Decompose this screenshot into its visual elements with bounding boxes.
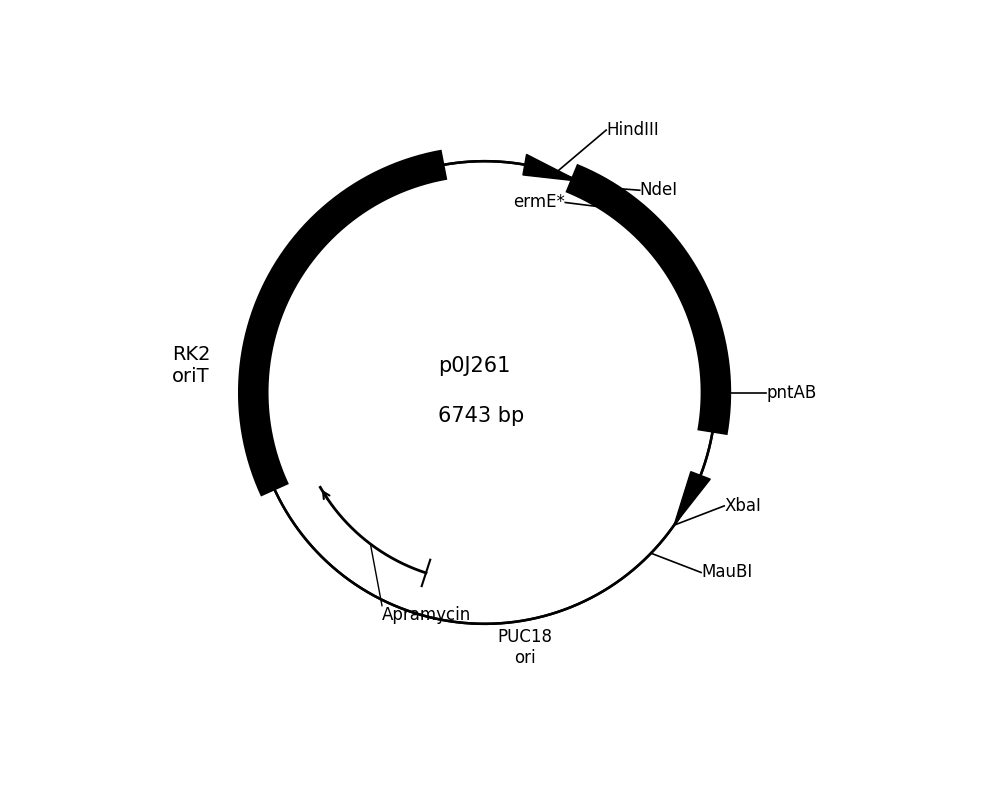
Text: 6743 bp: 6743 bp — [438, 406, 525, 425]
Text: p0J261: p0J261 — [438, 356, 511, 375]
Text: XbaI: XbaI — [724, 497, 761, 515]
Text: NdeI: NdeI — [640, 181, 678, 199]
Text: PUC18
ori: PUC18 ori — [497, 628, 552, 667]
Text: RK2
oriT: RK2 oriT — [172, 345, 211, 386]
Text: pntAB: pntAB — [766, 384, 816, 401]
Text: ermE*: ermE* — [513, 193, 565, 211]
Text: Apramycin: Apramycin — [382, 606, 471, 624]
Polygon shape — [523, 155, 579, 181]
Text: HindIII: HindIII — [606, 121, 659, 139]
Text: MauBI: MauBI — [701, 564, 752, 582]
Polygon shape — [674, 472, 710, 525]
